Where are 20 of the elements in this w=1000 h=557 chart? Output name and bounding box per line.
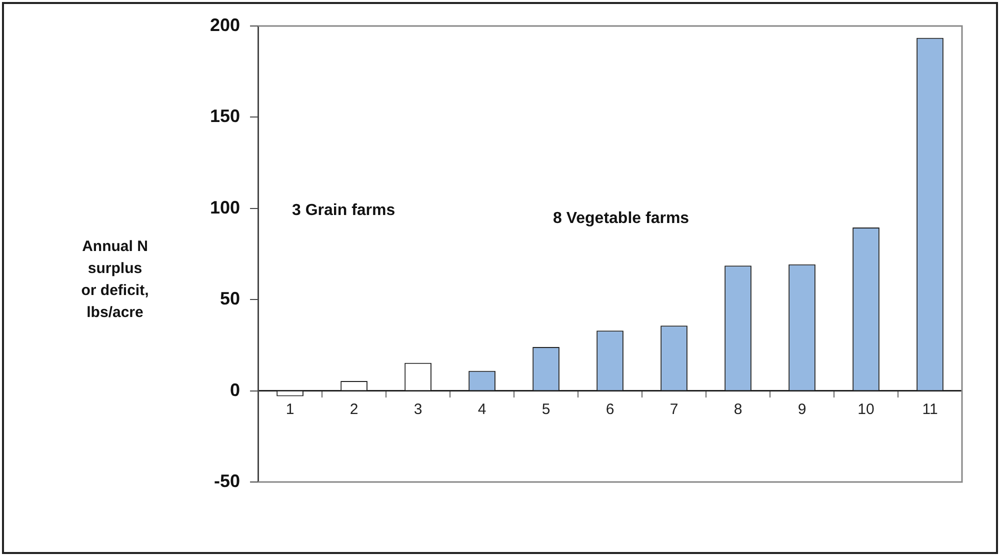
y-tick-label: 150 [210, 106, 240, 126]
y-tick-label: -50 [214, 470, 240, 491]
y-tick-label: 0 [230, 380, 240, 400]
annotation: 3 Grain farms [292, 202, 396, 220]
y-tick-label: 50 [220, 288, 240, 309]
x-tick-label: 7 [670, 400, 678, 418]
y-tick-label: 100 [210, 197, 240, 218]
x-tick-label: 8 [734, 400, 742, 418]
x-tick-label: 9 [798, 400, 806, 418]
x-tick-label: 1 [286, 400, 294, 418]
x-tick-label: 6 [606, 400, 614, 418]
x-tick-label: 3 [414, 400, 422, 418]
x-tick-label: 2 [350, 400, 358, 418]
y-axis-title: Annual N surplus or deficit, lbs/acre [80, 237, 150, 323]
y-tick-label: 200 [210, 14, 240, 35]
x-tick-label: 10 [858, 400, 874, 418]
x-tick-label: 4 [478, 400, 486, 418]
x-tick-label: 11 [922, 400, 938, 418]
annotation: 8 Vegetable farms [553, 210, 690, 228]
x-tick-label: 5 [542, 400, 550, 418]
